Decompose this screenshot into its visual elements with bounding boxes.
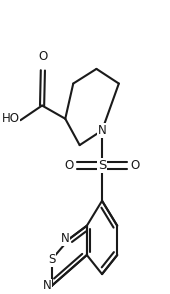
- Text: HO: HO: [2, 112, 20, 125]
- Text: O: O: [131, 159, 140, 172]
- Text: O: O: [64, 159, 73, 172]
- Text: N: N: [98, 124, 106, 137]
- Text: O: O: [38, 50, 47, 63]
- Text: S: S: [48, 253, 55, 266]
- Text: N: N: [61, 233, 69, 245]
- Text: S: S: [98, 159, 106, 172]
- Text: N: N: [43, 279, 52, 292]
